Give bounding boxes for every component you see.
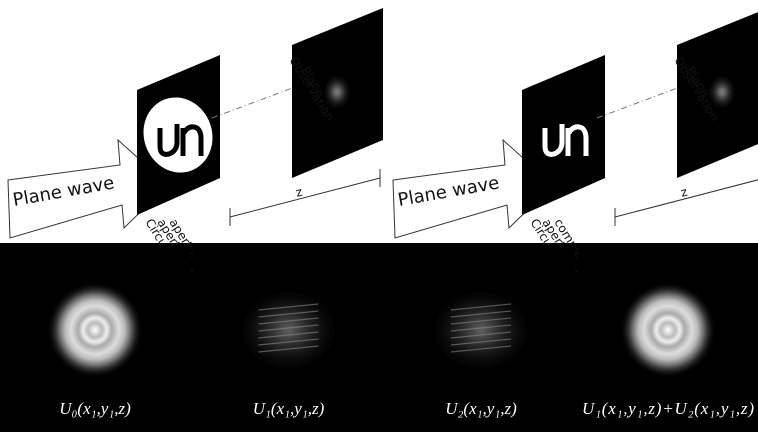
diffraction-disc [620, 282, 716, 378]
diffraction-disc [47, 282, 143, 378]
distance-line [614, 179, 758, 218]
distance-label: z [679, 185, 689, 200]
panel-label: U₂(x₁,y₁,z) [445, 399, 517, 418]
result-panel: U₀(x₁,y₁,z) [0, 245, 190, 432]
aperture-logo [157, 124, 204, 157]
diffraction-streak [450, 324, 512, 332]
diffraction-streak [450, 331, 512, 339]
observed-pattern [323, 74, 351, 110]
diffraction-spread [233, 285, 344, 375]
diffraction-streak [258, 338, 319, 346]
distance-line [229, 177, 381, 218]
distance-label: z [294, 185, 304, 200]
panel-label: U₁(x₁,y₁,z)+U₂(x₁,y₁,z) [582, 399, 754, 418]
diffraction-spread [426, 285, 536, 375]
result-panel: U₂(x₁,y₁,z) [387, 245, 575, 432]
panel-label: U₁(x₁,y₁,z) [253, 399, 325, 418]
result-panel: U₁(x₁,y₁,z) [193, 245, 384, 432]
diffraction-streak [258, 331, 319, 339]
diffraction-streak [450, 345, 512, 353]
result-panel: U₁(x₁,y₁,z)+U₂(x₁,y₁,z) [578, 245, 758, 432]
diffraction-streak [450, 310, 512, 318]
diffraction-streak [258, 345, 319, 353]
diffraction-streak [450, 338, 512, 346]
observed-pattern [708, 74, 736, 110]
panel-label: U₀(x₁,y₁,z) [59, 399, 131, 418]
diffraction-streak [450, 317, 512, 325]
diffraction-streak [258, 303, 319, 311]
diffraction-streak [450, 303, 512, 311]
diffraction-streak [258, 310, 319, 318]
diffraction-streak [258, 324, 319, 332]
aperture-logo [542, 124, 589, 157]
diffraction-streak [258, 317, 319, 325]
